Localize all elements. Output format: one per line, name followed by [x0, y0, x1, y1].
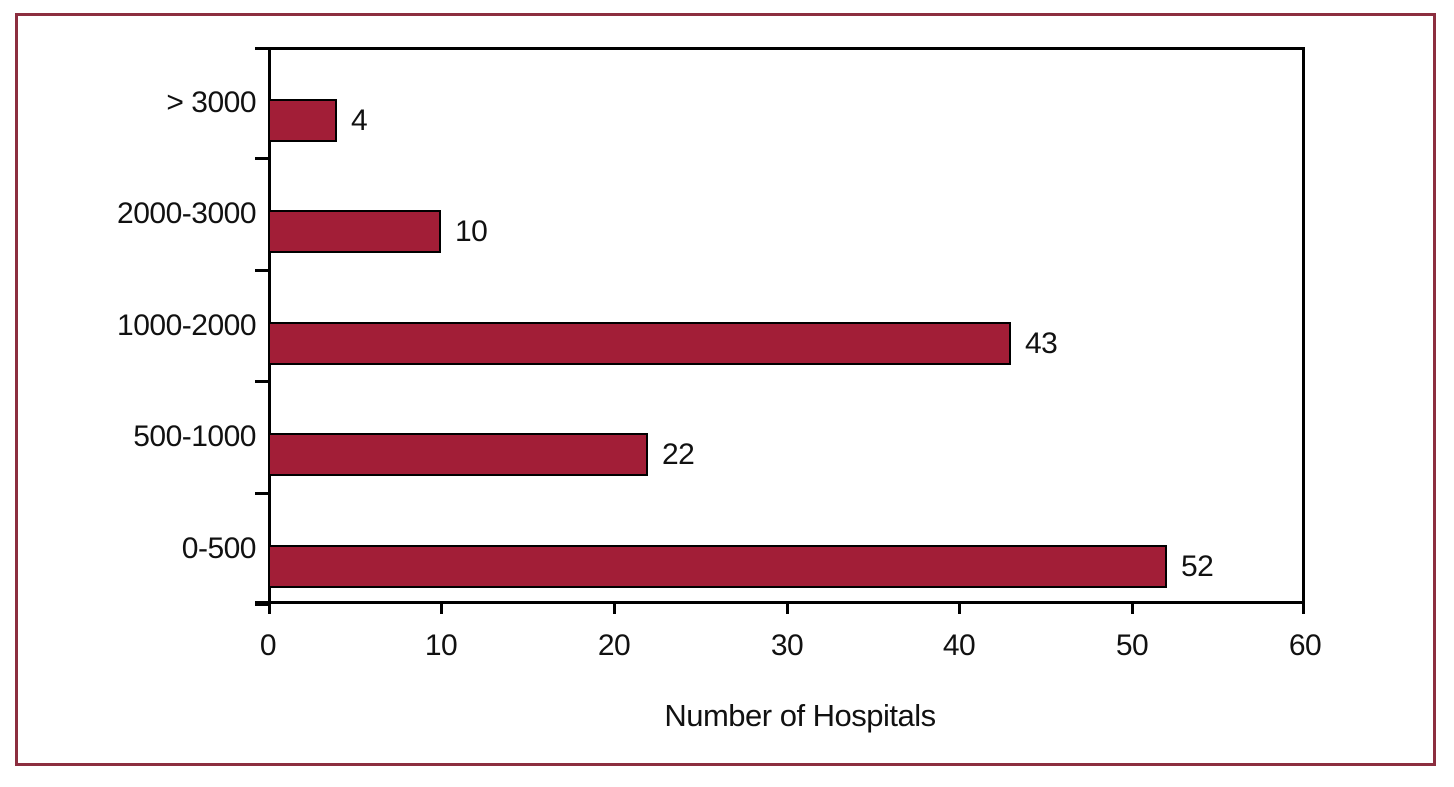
- bar: [268, 433, 648, 476]
- x-axis-tick: [786, 604, 789, 614]
- bar: [268, 545, 1167, 588]
- x-axis-tick-label: 20: [597, 629, 631, 662]
- x-axis-title: Number of Hospitals: [664, 698, 936, 733]
- y-axis-tick: [255, 492, 268, 495]
- bar: [268, 322, 1011, 365]
- x-axis-tick-label: 30: [770, 629, 804, 662]
- value-label: 43: [1025, 327, 1058, 360]
- x-axis-line: [255, 601, 1305, 604]
- category-label: 2000-3000: [117, 197, 256, 230]
- value-label: 22: [662, 438, 695, 471]
- x-axis-tick: [613, 604, 616, 614]
- x-axis-tick-label: 60: [1288, 629, 1322, 662]
- category-label: > 3000: [166, 86, 256, 119]
- y-axis-tick: [255, 47, 268, 50]
- y-axis-tick: [255, 269, 268, 272]
- y-axis-tick: [255, 157, 268, 160]
- category-label: 1000-2000: [117, 309, 256, 342]
- x-axis-tick: [1131, 604, 1134, 614]
- x-axis-tick-label: 40: [942, 629, 976, 662]
- x-axis-tick-label: 50: [1115, 629, 1149, 662]
- value-label: 52: [1181, 550, 1214, 583]
- x-axis-tick: [440, 604, 443, 614]
- x-axis-tick-label: 10: [424, 629, 458, 662]
- category-label: 0-500: [181, 532, 257, 565]
- plot-frame-right: [1302, 47, 1305, 614]
- x-axis-tick: [958, 604, 961, 614]
- category-label: 500-1000: [133, 420, 256, 453]
- bar: [268, 210, 441, 253]
- x-axis-tick-label: 0: [259, 629, 277, 662]
- value-label: 4: [351, 104, 368, 137]
- y-axis-tick: [255, 603, 268, 606]
- y-axis-tick: [255, 380, 268, 383]
- plot-area: > 3000 4 2000-3000 10 1000-2000 43 500-1000 22 0…: [117, 47, 1322, 733]
- bar: [268, 99, 337, 142]
- figure-border: [15, 13, 1436, 766]
- value-label: 10: [455, 215, 488, 248]
- plot-frame-top: [268, 47, 1305, 50]
